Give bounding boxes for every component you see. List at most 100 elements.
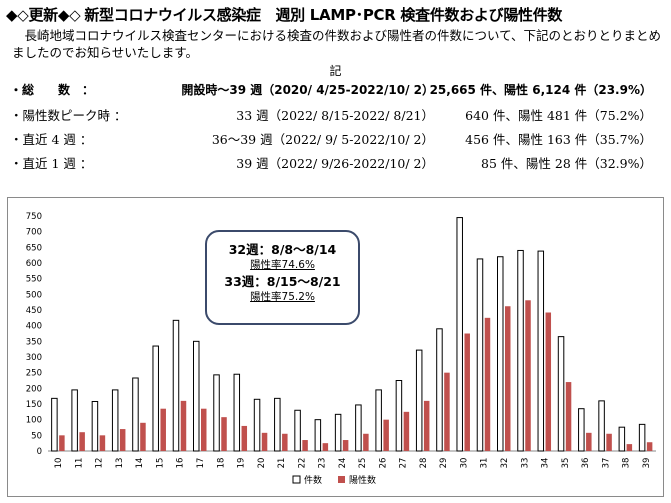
chart-frame: 0 50 100 150 200 250 300 350 400 450 500 550 600 650 7… (7, 197, 664, 497)
bar-positive (606, 433, 612, 451)
x-tick-label: 27 (399, 458, 409, 469)
x-tick-label: 17 (196, 458, 206, 469)
x-tick-label: 33 (520, 458, 530, 469)
bar-tests (294, 409, 301, 452)
callout-rate33: 陽性率75.2% (250, 291, 315, 303)
x-tick-label: 19 (237, 458, 247, 469)
bar-positive (119, 429, 126, 451)
stats-period: 33 週（2022/ 8/15-2022/ 8/21） (236, 108, 434, 123)
bar-positive (403, 411, 410, 451)
x-tick-label: 28 (419, 458, 429, 469)
x-tick-label: 25 (358, 458, 368, 469)
bar-positive (545, 312, 552, 451)
x-tick-label: 30 (459, 458, 469, 469)
page-title: ◆◇更新◆◇ 新型コロナウイルス感染症 週別 LAMP･PCR 検査件数および陽性… (6, 4, 562, 25)
y-tick-label: 400 (26, 322, 42, 332)
bar-tests (213, 374, 220, 452)
bar-tests (193, 340, 200, 452)
y-tick-label: 500 (26, 290, 42, 300)
x-tick-label: 31 (480, 458, 490, 469)
bar-tests (497, 256, 504, 452)
bar-tests (334, 413, 342, 452)
bar-tests (517, 249, 524, 452)
bar-positive (180, 400, 187, 451)
bar-tests (132, 377, 139, 452)
bar-positive (99, 435, 106, 451)
bar-positive (484, 317, 491, 451)
stats-result: 640 件、陽性 481 件（75.2%） (465, 108, 652, 123)
stats-label: ・直近 4 週 ： (10, 132, 93, 147)
y-tick-label: 750 (26, 212, 42, 222)
legend-swatch-positive (338, 476, 345, 483)
y-tick-label: 350 (26, 337, 42, 347)
x-tick-label: 23 (318, 458, 328, 469)
y-tick-label: 200 (26, 384, 42, 394)
x-tick-label: 24 (338, 458, 348, 469)
x-tick-label: 20 (257, 458, 267, 469)
x-tick-label: 13 (115, 458, 125, 469)
bar-tests (456, 217, 463, 452)
y-tick-label: 50 (31, 431, 42, 441)
stats-period: 39 週（2022/ 9/26-2022/10/ 2） (236, 156, 434, 171)
y-tick-label: 150 (26, 400, 42, 410)
x-tick-label: 36 (581, 458, 591, 469)
bar-tests (152, 345, 159, 452)
weekly-bar-chart: 0 50 100 150 200 250 300 350 400 450 500 550 600 650 7… (26, 212, 656, 486)
stats-result: 25,665 件、陽性 6,124 件（23.9%） (429, 83, 652, 97)
stats-row-last1: ・直近 1 週 ： 39 週（2022/ 9/26-2022/10/ 2） 85… (10, 151, 670, 175)
title-text: 新型コロナウイルス感染症 週別 LAMP･PCR 検査件数および陽性件数 (84, 6, 563, 24)
bar-tests (274, 397, 281, 452)
x-tick-label: 39 (642, 458, 652, 469)
callout-week33: 33週：8/15～8/21 (224, 274, 341, 289)
stats-row-total: ・総 数 ： 開設時～39 週（2020/ 4/25-2022/10/ 2） 2… (10, 79, 670, 103)
bar-tests (233, 373, 241, 452)
x-tick-label: 15 (155, 458, 165, 469)
bar-tests (578, 408, 585, 452)
bar-tests (314, 419, 322, 452)
stats-row-peak: ・陽性数ピーク時 ： 33 週（2022/ 8/15-2022/ 8/21） 6… (10, 103, 670, 127)
bar-tests (111, 389, 119, 452)
bar-positive (383, 419, 389, 451)
x-tick-label: 38 (622, 458, 632, 469)
bar-positive (464, 333, 470, 451)
bar-positive (59, 435, 65, 451)
bar-tests (395, 380, 403, 452)
stats-period: 36～39 週（2022/ 9/ 5-2022/10/ 2） (211, 132, 434, 147)
bar-positive (79, 432, 85, 451)
bar-positive (363, 433, 369, 451)
x-tick-label: 22 (297, 458, 307, 469)
x-tick-label: 14 (135, 458, 145, 469)
y-tick-label: 300 (26, 353, 42, 363)
bar-positive (302, 440, 308, 451)
bar-tests (91, 400, 99, 452)
bar-positive (586, 432, 592, 451)
bar-tests (638, 423, 646, 452)
x-tick-label: 10 (54, 458, 64, 469)
bar-tests (375, 389, 382, 452)
y-tick-label: 600 (26, 259, 42, 269)
bar-positive (160, 408, 166, 451)
bar-positive (342, 440, 349, 451)
x-tick-label: 32 (500, 458, 510, 469)
legend-swatch-tests (292, 475, 301, 484)
y-tick-label: 100 (26, 416, 42, 426)
x-tick-label: 12 (95, 458, 105, 469)
bar-tests (557, 336, 565, 452)
stats-summary: ・総 数 ： 開設時～39 週（2020/ 4/25-2022/10/ 2） 2… (10, 79, 670, 175)
callout-rate32: 陽性率74.6% (250, 259, 315, 271)
ki-heading: 記 (329, 64, 342, 78)
stats-period: 開設時～39 週（2020/ 4/25-2022/10/ 2） (181, 83, 434, 97)
bar-tests (598, 400, 605, 452)
x-tick-label: 37 (601, 458, 611, 469)
bar-tests (51, 397, 58, 452)
stats-label: ・陽性数ピーク時 ： (10, 108, 127, 123)
bar-positive (646, 442, 653, 451)
bar-positive (221, 417, 227, 451)
bar-tests (537, 250, 545, 452)
x-tick-label: 11 (74, 458, 84, 469)
peak-callout: 32週：8/8～8/14 陽性率74.6% 33週：8/15～8/21 陽性率7… (205, 230, 360, 325)
bar-tests (71, 389, 78, 452)
bar-tests (253, 398, 261, 452)
bar-positive (241, 425, 248, 451)
stats-label: ・総 数 ： (10, 83, 95, 97)
